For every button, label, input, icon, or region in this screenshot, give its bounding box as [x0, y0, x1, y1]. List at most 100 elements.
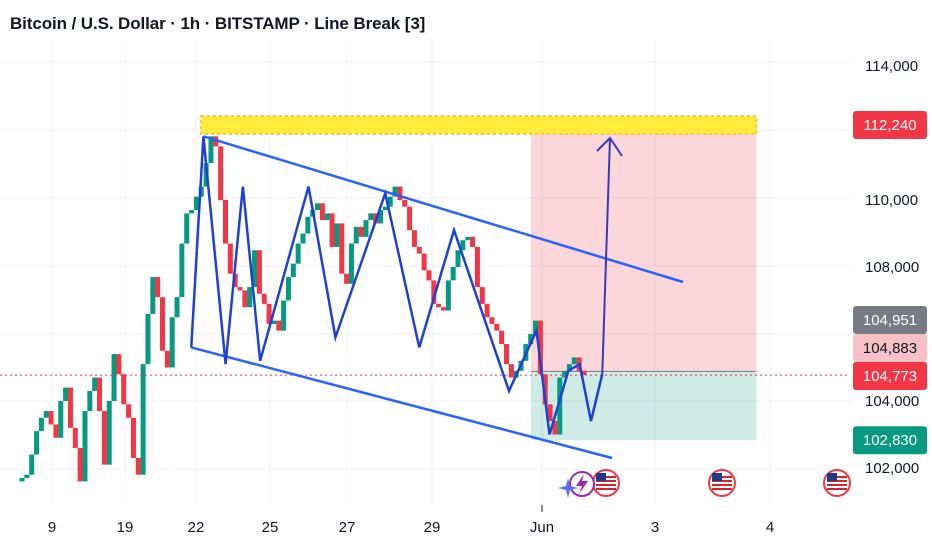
brick-up [252, 250, 258, 288]
forecast-arrow-head [596, 136, 623, 157]
brick-up [34, 431, 40, 455]
brick-up [111, 354, 117, 401]
brick-down [319, 203, 325, 221]
brick-up [315, 203, 321, 211]
price-badge: 104,773 [853, 362, 927, 390]
price-badge-label: 104,773 [863, 368, 917, 385]
brick-down [227, 243, 233, 274]
brick-up [562, 370, 568, 378]
brick-down [222, 200, 228, 244]
sparkle-icon [558, 478, 578, 498]
brick-down [130, 417, 136, 458]
brick-up [533, 320, 539, 334]
flag-stripe [596, 484, 616, 486]
brick-up [557, 377, 563, 435]
brick-up [19, 478, 25, 482]
brick-up [208, 136, 214, 164]
brick-down [116, 354, 122, 375]
brick-up [38, 417, 44, 432]
brick-down [436, 303, 442, 308]
stop-loss-zone [531, 371, 757, 441]
y-tick-label: 108,000 [865, 259, 919, 276]
brick-down [402, 200, 408, 207]
x-tick-label: 25 [262, 519, 279, 536]
brick-down [484, 303, 490, 318]
flag-us-icon[interactable] [592, 469, 620, 497]
brick-down [344, 273, 350, 284]
y-tick-label: 110,000 [865, 192, 918, 209]
brick-down [411, 230, 417, 247]
y-tick-label: 114,000 [865, 58, 918, 75]
price-badge: 112,240 [853, 110, 927, 139]
brick-down [67, 387, 73, 428]
brick-down [489, 317, 495, 324]
brick-down [416, 246, 422, 254]
brick-up [300, 233, 306, 244]
x-tick-label: Jun [530, 519, 554, 536]
brick-down [135, 457, 141, 475]
chart-title: Bitcoin / U.S. Dollar · 1h · BITSTAMP · … [10, 14, 426, 33]
price-badge-label: 104,883 [863, 340, 917, 357]
flag-canton [712, 473, 722, 481]
flag-stripe [827, 488, 847, 490]
brick-up [106, 401, 112, 465]
x-tick-label: 4 [766, 519, 774, 536]
price-badge-bg [853, 306, 927, 334]
x-tick-label: 22 [188, 519, 205, 536]
brick-down [53, 424, 59, 438]
flag-stripe [712, 484, 732, 486]
brick-up [285, 277, 291, 301]
brick-up [169, 317, 175, 368]
y-tick-label: 104,000 [865, 393, 919, 410]
brick-down [552, 421, 558, 435]
brick-up [571, 357, 577, 365]
brick-down [358, 226, 364, 237]
lightning-icon[interactable] [569, 471, 595, 497]
brick-down [503, 344, 509, 365]
sparkle-glyph [558, 478, 578, 498]
brick-up [140, 364, 146, 475]
brick-down [329, 213, 335, 247]
channel-lower-line [190, 346, 613, 460]
brick-down [441, 307, 446, 311]
brick-up [145, 313, 151, 365]
brick-up [368, 213, 374, 221]
brick-up [363, 220, 369, 237]
brick-down [218, 146, 224, 200]
brick-down [48, 411, 54, 425]
brick-up [465, 236, 471, 241]
channel-upper-line [203, 135, 684, 284]
brick-down [126, 404, 132, 418]
brick-up [92, 377, 98, 391]
brick-down [547, 404, 553, 422]
flag-us-icon[interactable] [708, 469, 736, 497]
brick-up [348, 243, 354, 284]
brick-down [426, 270, 432, 281]
brick-up [566, 364, 572, 371]
brick-down [542, 374, 548, 405]
brick-up [184, 213, 190, 244]
price-badge-label: 102,830 [863, 432, 917, 449]
price-badge-bg [853, 334, 927, 362]
price-badge-bg [853, 362, 927, 390]
flag-us-icon[interactable] [823, 469, 851, 497]
brick-down [261, 293, 267, 304]
brick-up [150, 277, 156, 314]
x-tick-label: 29 [424, 519, 441, 536]
x-tick-label: 19 [117, 519, 134, 536]
brick-up [43, 411, 49, 418]
brick-down [155, 277, 161, 298]
price-badge-bg [853, 110, 927, 139]
brick-up [63, 387, 69, 401]
brick-down [77, 447, 83, 482]
brick-up [87, 390, 93, 412]
brick-down [256, 250, 262, 294]
zigzag-pattern [190, 136, 604, 435]
brick-down [72, 427, 78, 448]
price-badge-bg [853, 426, 927, 455]
brick-up [29, 454, 35, 475]
brick-up [387, 196, 393, 207]
price-badge: 102,830 [853, 426, 927, 455]
brick-down [421, 253, 427, 271]
